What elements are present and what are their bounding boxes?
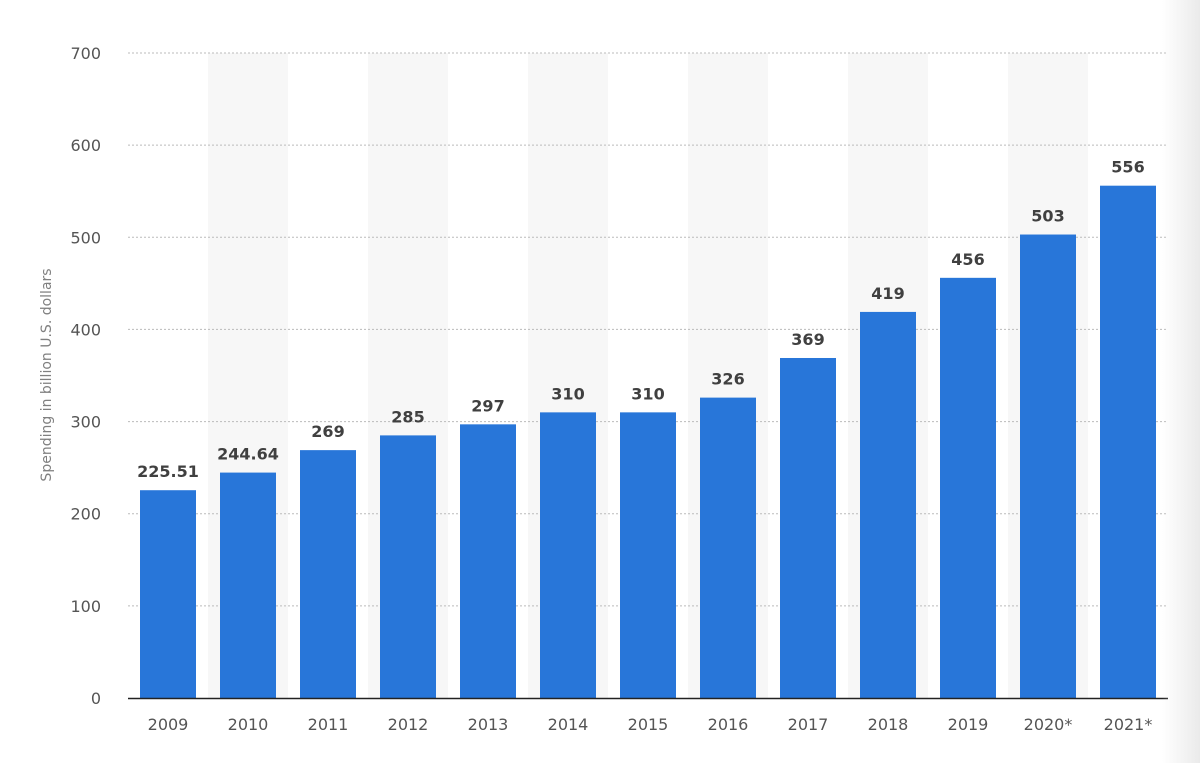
bars — [140, 185, 1156, 698]
y-tick-label: 500 — [70, 228, 101, 247]
bar — [1020, 234, 1076, 698]
value-label: 419 — [871, 284, 904, 303]
bar — [860, 311, 916, 698]
value-label: 556 — [1111, 158, 1144, 177]
value-label: 310 — [551, 384, 584, 403]
x-tick-label: 2011 — [308, 715, 349, 734]
value-label: 269 — [311, 422, 344, 441]
bar — [460, 424, 516, 698]
x-axis-ticks: 2009 2010 2011 2012 2013 2014 2015 2016 2017 2018… — [148, 715, 1153, 734]
value-label: 285 — [391, 407, 424, 426]
value-label: 297 — [471, 396, 504, 415]
bar — [940, 277, 996, 698]
bar — [380, 435, 436, 698]
y-tick-label: 400 — [70, 320, 101, 339]
x-tick-label: 2014 — [548, 715, 589, 734]
bar — [220, 472, 276, 698]
x-tick-label: 2020* — [1024, 715, 1073, 734]
x-tick-label: 2019 — [948, 715, 989, 734]
value-label: 225.51 — [137, 462, 199, 481]
bar — [1100, 185, 1156, 698]
y-tick-label: 300 — [70, 413, 101, 432]
bar — [140, 490, 196, 698]
bar — [620, 412, 676, 698]
bar — [780, 357, 836, 698]
x-tick-label: 2018 — [868, 715, 909, 734]
value-label: 456 — [951, 250, 984, 269]
bar — [700, 397, 756, 698]
y-tick-label: 0 — [91, 689, 101, 708]
y-tick-label: 700 — [70, 44, 101, 63]
y-tick-label: 100 — [70, 597, 101, 616]
right-edge-shadow — [1162, 0, 1200, 763]
x-tick-label: 2009 — [148, 715, 189, 734]
y-axis-title: Spending in billion U.S. dollars — [39, 268, 55, 481]
x-tick-label: 2015 — [628, 715, 669, 734]
value-label: 369 — [791, 330, 824, 349]
x-tick-label: 2021* — [1104, 715, 1153, 734]
bar — [300, 450, 356, 698]
value-label: 503 — [1031, 207, 1064, 226]
value-label: 326 — [711, 370, 744, 389]
value-labels: 225.51 244.64 269 285 297 310 310 326 369 419 456 5… — [137, 158, 1145, 482]
x-tick-label: 2017 — [788, 715, 829, 734]
value-label: 244.64 — [217, 445, 279, 464]
x-tick-label: 2013 — [468, 715, 509, 734]
x-tick-label: 2016 — [708, 715, 749, 734]
bar — [540, 412, 596, 698]
y-axis-ticks: 0 100 200 300 400 500 600 700 — [70, 44, 101, 708]
y-tick-label: 200 — [70, 505, 101, 524]
y-tick-label: 600 — [70, 136, 101, 155]
x-tick-label: 2010 — [228, 715, 269, 734]
value-label: 310 — [631, 384, 664, 403]
x-tick-label: 2012 — [388, 715, 429, 734]
